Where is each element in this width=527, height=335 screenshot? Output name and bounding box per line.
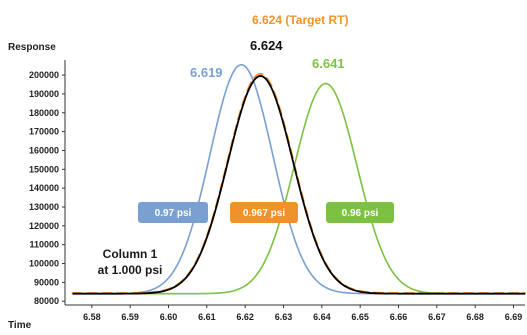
pressure-box-blue: 0.97 psi: [138, 202, 208, 223]
y-tick-label: 190000: [29, 89, 59, 99]
y-tick-label: 140000: [29, 183, 59, 193]
x-tick-label: 6.61: [198, 312, 216, 322]
x-tick-label: 6.64: [313, 312, 331, 322]
x-tick-label: 6.62: [236, 312, 254, 322]
pressure-label-orange: 0.967 psi: [243, 208, 285, 219]
x-axis-ticks: 6.58 6.59 6.60 6.61 6.62 6.63 6.64 6.65 6.66 6.67…: [83, 305, 522, 322]
y-axis-ticks: 80000 90000 100000 110000 120000 130000 140000…: [29, 70, 65, 306]
x-axis-title: Time: [8, 320, 32, 331]
x-tick-label: 6.63: [275, 312, 293, 322]
peak-label-black: 6.624: [250, 38, 283, 53]
y-axis-title: Response: [8, 42, 56, 53]
pressure-label-green: 0.96 psi: [342, 208, 379, 219]
x-tick-label: 6.59: [121, 312, 139, 322]
x-tick-label: 6.60: [160, 312, 178, 322]
x-tick-label: 6.68: [466, 312, 484, 322]
column-label-line1: Column 1: [103, 247, 158, 261]
y-tick-label: 90000: [34, 277, 59, 287]
y-tick-label: 180000: [29, 108, 59, 118]
peak-label-blue: 6.619: [190, 65, 223, 80]
y-tick-label: 170000: [29, 127, 59, 137]
pressure-label-blue: 0.97 psi: [155, 208, 192, 219]
x-tick-label: 6.67: [428, 312, 446, 322]
y-tick-label: 80000: [34, 296, 59, 306]
x-tick-label: 6.66: [390, 312, 408, 322]
peak-label-green: 6.641: [312, 56, 345, 71]
y-tick-label: 200000: [29, 70, 59, 80]
column-label-line2: at 1.000 psi: [98, 263, 163, 277]
y-tick-label: 150000: [29, 164, 59, 174]
pressure-box-green: 0.96 psi: [326, 202, 394, 223]
y-tick-label: 110000: [29, 240, 59, 250]
target-rt-label: 6.624 (Target RT): [252, 13, 348, 27]
y-tick-label: 160000: [29, 145, 59, 155]
y-tick-label: 100000: [29, 259, 59, 269]
series-layer: [71, 64, 527, 295]
x-tick-label: 6.58: [83, 312, 101, 322]
series-line-black: [72, 75, 525, 295]
pressure-box-orange: 0.967 psi: [230, 202, 298, 223]
y-tick-label: 130000: [29, 202, 59, 212]
x-tick-label: 6.65: [351, 312, 369, 322]
y-tick-label: 120000: [29, 221, 59, 231]
x-tick-label: 6.69: [505, 312, 523, 322]
